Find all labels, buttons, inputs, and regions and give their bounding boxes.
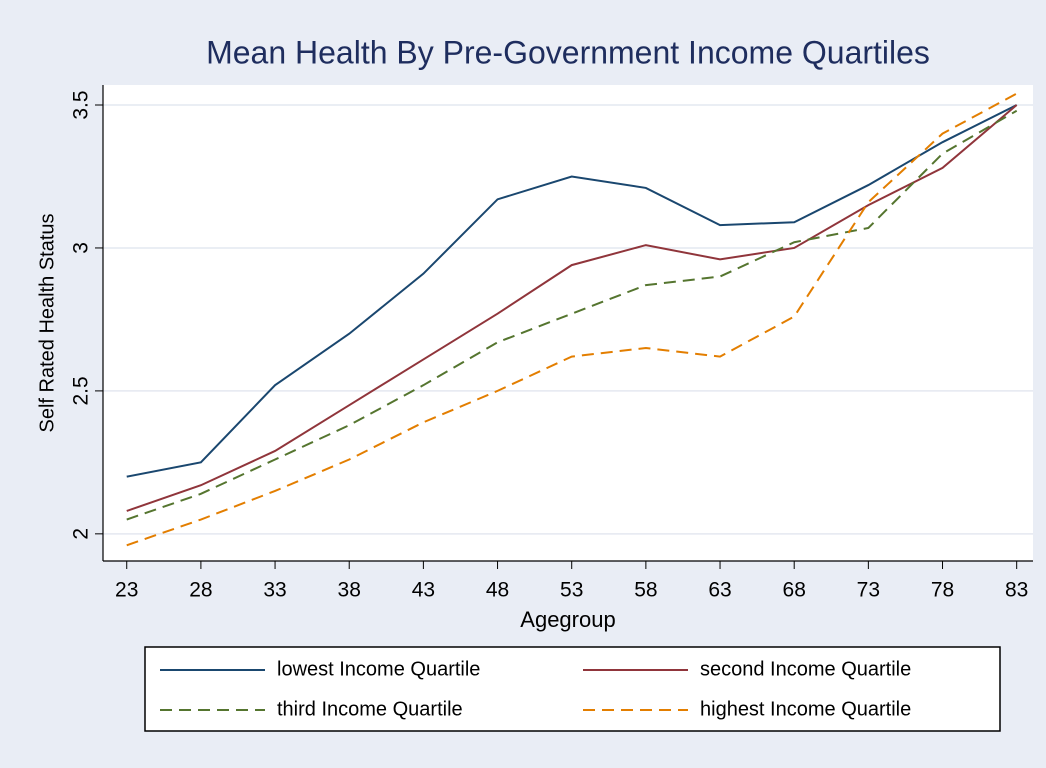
- legend-label: second Income Quartile: [700, 658, 911, 680]
- x-tick-label: 58: [634, 579, 657, 602]
- x-tick-label: 48: [486, 579, 509, 602]
- x-tick-label: 23: [115, 579, 138, 602]
- y-tick-label: 2.5: [70, 376, 93, 405]
- x-tick-label: 33: [263, 579, 286, 602]
- line-series: [126, 104, 1018, 512]
- x-tick-label: 78: [931, 579, 954, 602]
- x-axis-title: Agegroup: [520, 607, 615, 632]
- legend-label: highest Income Quartile: [700, 698, 911, 720]
- legend-label: lowest Income Quartile: [277, 658, 480, 680]
- line-series: [126, 109, 1018, 521]
- plot-area: [103, 85, 1033, 561]
- x-tick-label: 73: [857, 579, 880, 602]
- x-tick-label: 83: [1005, 579, 1028, 602]
- y-axis-title: Self Rated Health Status: [36, 213, 58, 432]
- x-tick-label: 63: [708, 579, 731, 602]
- x-tick-label: 38: [338, 579, 361, 602]
- line-series: [126, 104, 1018, 478]
- line-series: [126, 92, 1018, 547]
- x-tick-label: 43: [412, 579, 435, 602]
- x-tick-label: 28: [189, 579, 212, 602]
- y-tick-label: 3: [70, 242, 93, 254]
- chart-title: Mean Health By Pre-Government Income Qua…: [206, 34, 930, 70]
- legend-box: [144, 646, 1001, 732]
- y-tick-label: 2: [70, 528, 93, 540]
- y-tick-label: 3.5: [70, 90, 93, 119]
- x-tick-label: 68: [783, 579, 806, 602]
- x-tick-label: 53: [560, 579, 583, 602]
- legend-label: third Income Quartile: [277, 698, 463, 720]
